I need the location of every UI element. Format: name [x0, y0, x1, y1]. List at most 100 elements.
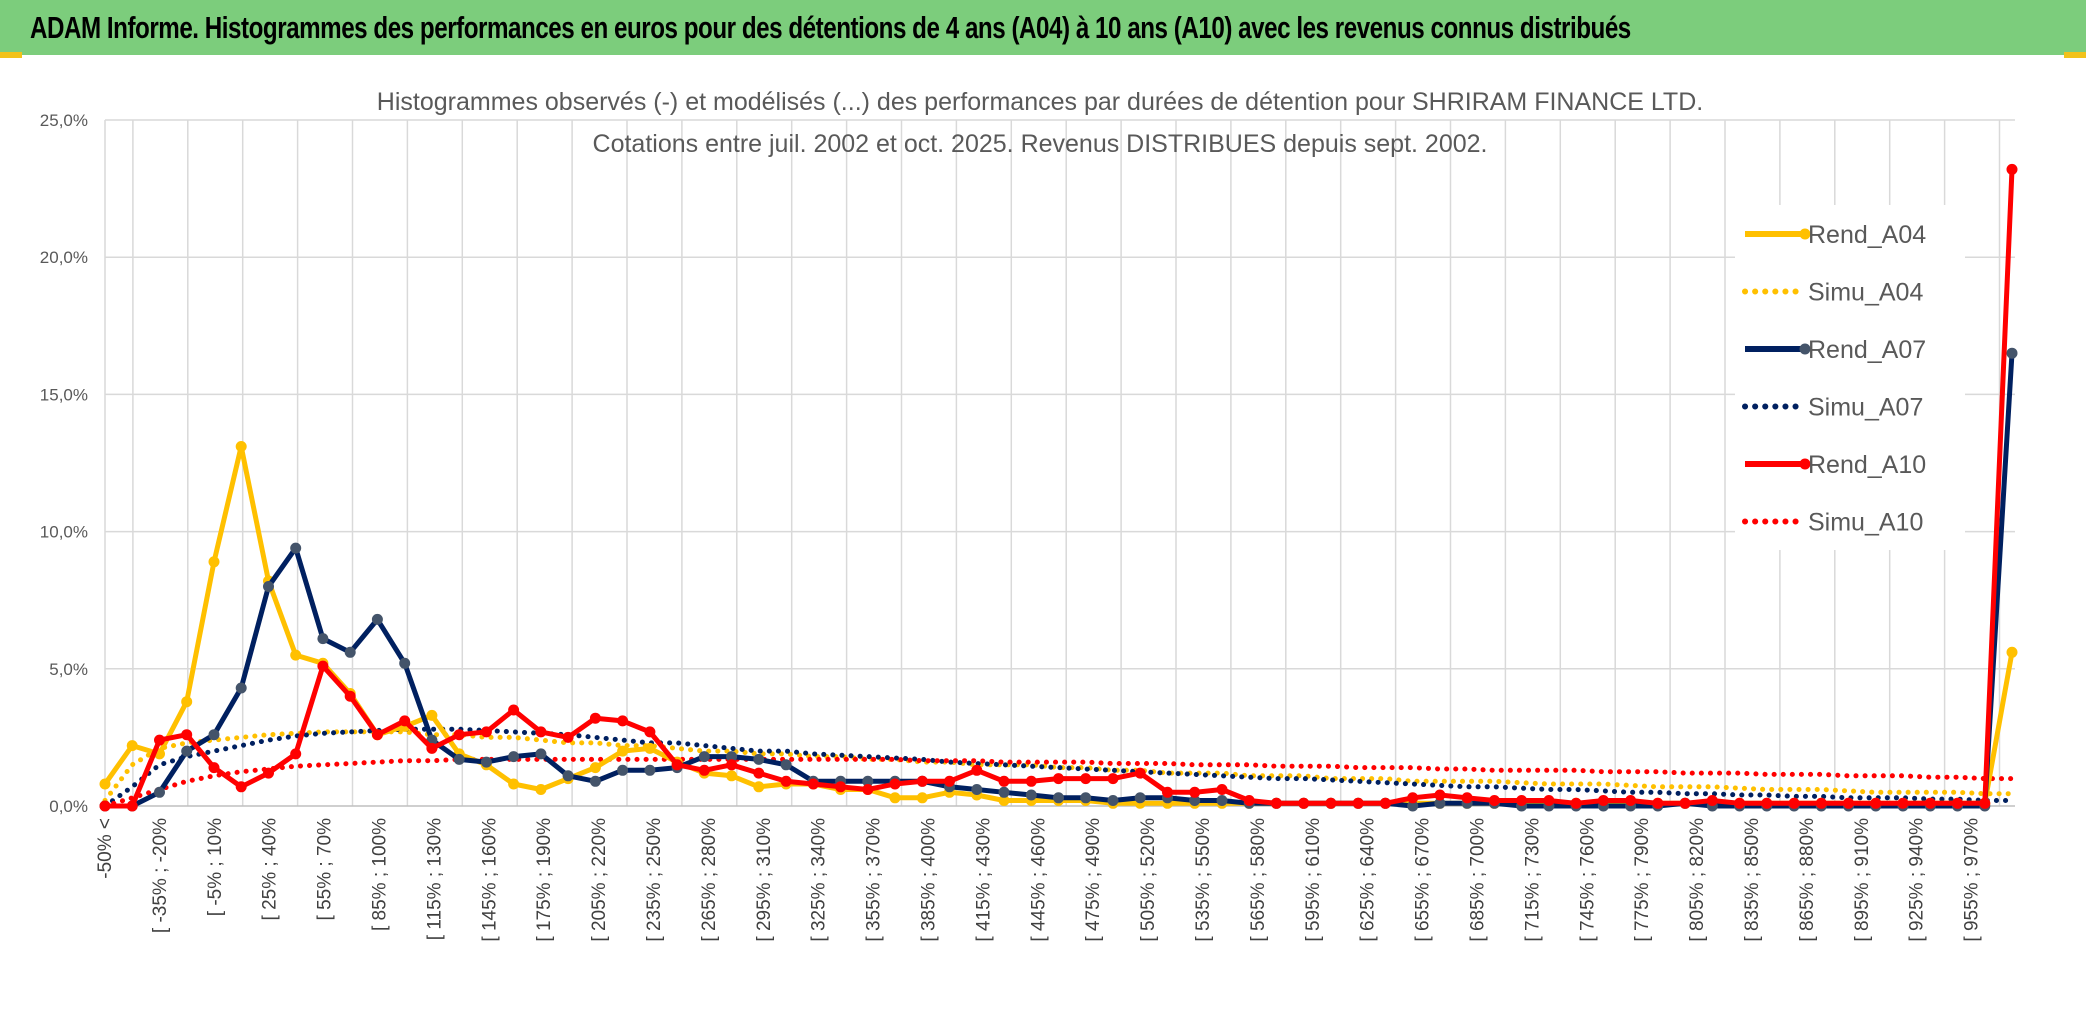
- data-point: [480, 756, 492, 768]
- data-point: [1053, 773, 1064, 785]
- data-point: [371, 729, 383, 741]
- data-point: [617, 745, 629, 757]
- data-point: [1189, 786, 1201, 798]
- x-tick-label: [ 325% ; 340%: [809, 818, 830, 942]
- x-tick-label: [ 715% ; 730%: [1522, 818, 1543, 942]
- x-tick-label: [ 805% ; 820%: [1687, 818, 1708, 942]
- data-point: [181, 745, 193, 757]
- y-tick-label: 25,0%: [40, 111, 88, 130]
- chart-subtitle: Cotations entre juil. 2002 et oct. 2025.…: [593, 130, 1488, 158]
- data-point: [1407, 792, 1419, 804]
- x-tick-label: [ 355% ; 370%: [864, 818, 885, 942]
- data-point: [1570, 797, 1582, 809]
- data-point: [317, 660, 329, 672]
- data-point: [426, 709, 438, 721]
- data-point: [1025, 789, 1037, 801]
- data-point: [726, 770, 738, 782]
- x-tick-label: [ 595% ; 610%: [1303, 818, 1324, 942]
- x-tick-label: [ 685% ; 700%: [1468, 818, 1489, 942]
- x-tick-label: [ -5% ; 10%: [205, 818, 226, 916]
- x-axis-ticks: -50% < [ -35% ; -20% [ -5% ; 10% [ 25% ; 40…: [95, 818, 1983, 942]
- data-point: [453, 729, 465, 741]
- x-tick-label: [ 535% ; 550%: [1193, 818, 1214, 942]
- data-point: [535, 784, 547, 795]
- data-point: [1652, 797, 1664, 809]
- data-point: [208, 762, 220, 774]
- data-point: [562, 731, 574, 743]
- x-tick-label: [ 955% ; 970%: [1962, 818, 1983, 942]
- data-point: [2006, 347, 2018, 359]
- data-point: [263, 767, 274, 779]
- data-point: [1788, 797, 1800, 809]
- data-point: [1625, 795, 1637, 806]
- y-tick-label: 0,0%: [49, 797, 88, 816]
- data-point: [780, 775, 792, 787]
- data-point: [99, 778, 111, 790]
- x-tick-label: [ 655% ; 670%: [1413, 818, 1434, 942]
- series-line: [105, 169, 2015, 809]
- legend-label: Simu_A10: [1808, 509, 1923, 537]
- data-point: [726, 759, 738, 771]
- data-point: [1107, 773, 1119, 785]
- data-point: [1679, 797, 1691, 809]
- legend-item: Simu_A07: [1742, 394, 1923, 422]
- data-point: [290, 748, 302, 760]
- data-point: [1134, 767, 1146, 779]
- data-point: [290, 542, 302, 554]
- data-point: [399, 715, 411, 727]
- data-point: [208, 556, 220, 568]
- x-tick-label: -50% <: [95, 818, 116, 879]
- data-point: [508, 704, 520, 716]
- data-point: [535, 726, 547, 738]
- data-point: [1216, 795, 1228, 806]
- x-tick-label: [ 85% ; 100%: [370, 818, 391, 931]
- x-tick-label: [ 835% ; 850%: [1742, 818, 1763, 942]
- legend-label: Rend_A07: [1808, 336, 1926, 364]
- legend-item: Rend_A04: [1745, 221, 1926, 249]
- x-tick-label: [ 775% ; 790%: [1632, 818, 1653, 942]
- data-point: [1924, 797, 1936, 809]
- data-point: [1870, 797, 1882, 809]
- data-point: [290, 649, 302, 661]
- series-Simu_A07: [102, 726, 2015, 809]
- data-point: [344, 690, 356, 702]
- legend-item: Simu_A10: [1742, 509, 1923, 537]
- data-point: [1706, 795, 1718, 806]
- report-title: ADAM Informe. Histogrammes des performan…: [30, 10, 1631, 45]
- x-tick-label: [ 295% ; 310%: [754, 818, 775, 942]
- legend-item: Rend_A10: [1745, 451, 1926, 479]
- legend-label: Rend_A04: [1808, 221, 1926, 249]
- data-point: [1134, 792, 1146, 804]
- data-point: [1352, 797, 1364, 809]
- x-tick-label: [ 175% ; 190%: [534, 818, 555, 942]
- data-point: [971, 784, 983, 795]
- series-Rend_A07: [99, 347, 2018, 812]
- data-point: [644, 742, 656, 754]
- legend-marker: [1799, 228, 1811, 240]
- data-point: [1815, 797, 1827, 809]
- series-line: [102, 444, 2015, 806]
- grid-lines: [104, 119, 2015, 806]
- x-tick-label: [ -35% ; -20%: [150, 818, 171, 933]
- data-point: [589, 762, 601, 774]
- data-point: [508, 751, 520, 763]
- x-tick-label: [ 145% ; 160%: [479, 818, 500, 942]
- data-point: [698, 764, 710, 776]
- legend-label: Simu_A04: [1808, 279, 1923, 307]
- data-point: [344, 646, 356, 658]
- y-tick-label: 20,0%: [40, 248, 88, 267]
- data-point: [1243, 795, 1255, 806]
- data-point: [1516, 795, 1528, 806]
- y-tick-label: 10,0%: [40, 523, 88, 542]
- x-tick-label: [ 385% ; 400%: [919, 818, 940, 942]
- data-point: [971, 764, 983, 776]
- legend-box: [1735, 205, 1965, 550]
- data-point: [126, 800, 138, 812]
- data-point: [535, 748, 547, 760]
- data-point: [1298, 797, 1310, 809]
- data-point: [998, 775, 1010, 787]
- data-point: [1734, 797, 1746, 809]
- data-point: [1025, 775, 1037, 787]
- data-point: [753, 753, 765, 765]
- data-point: [317, 633, 329, 645]
